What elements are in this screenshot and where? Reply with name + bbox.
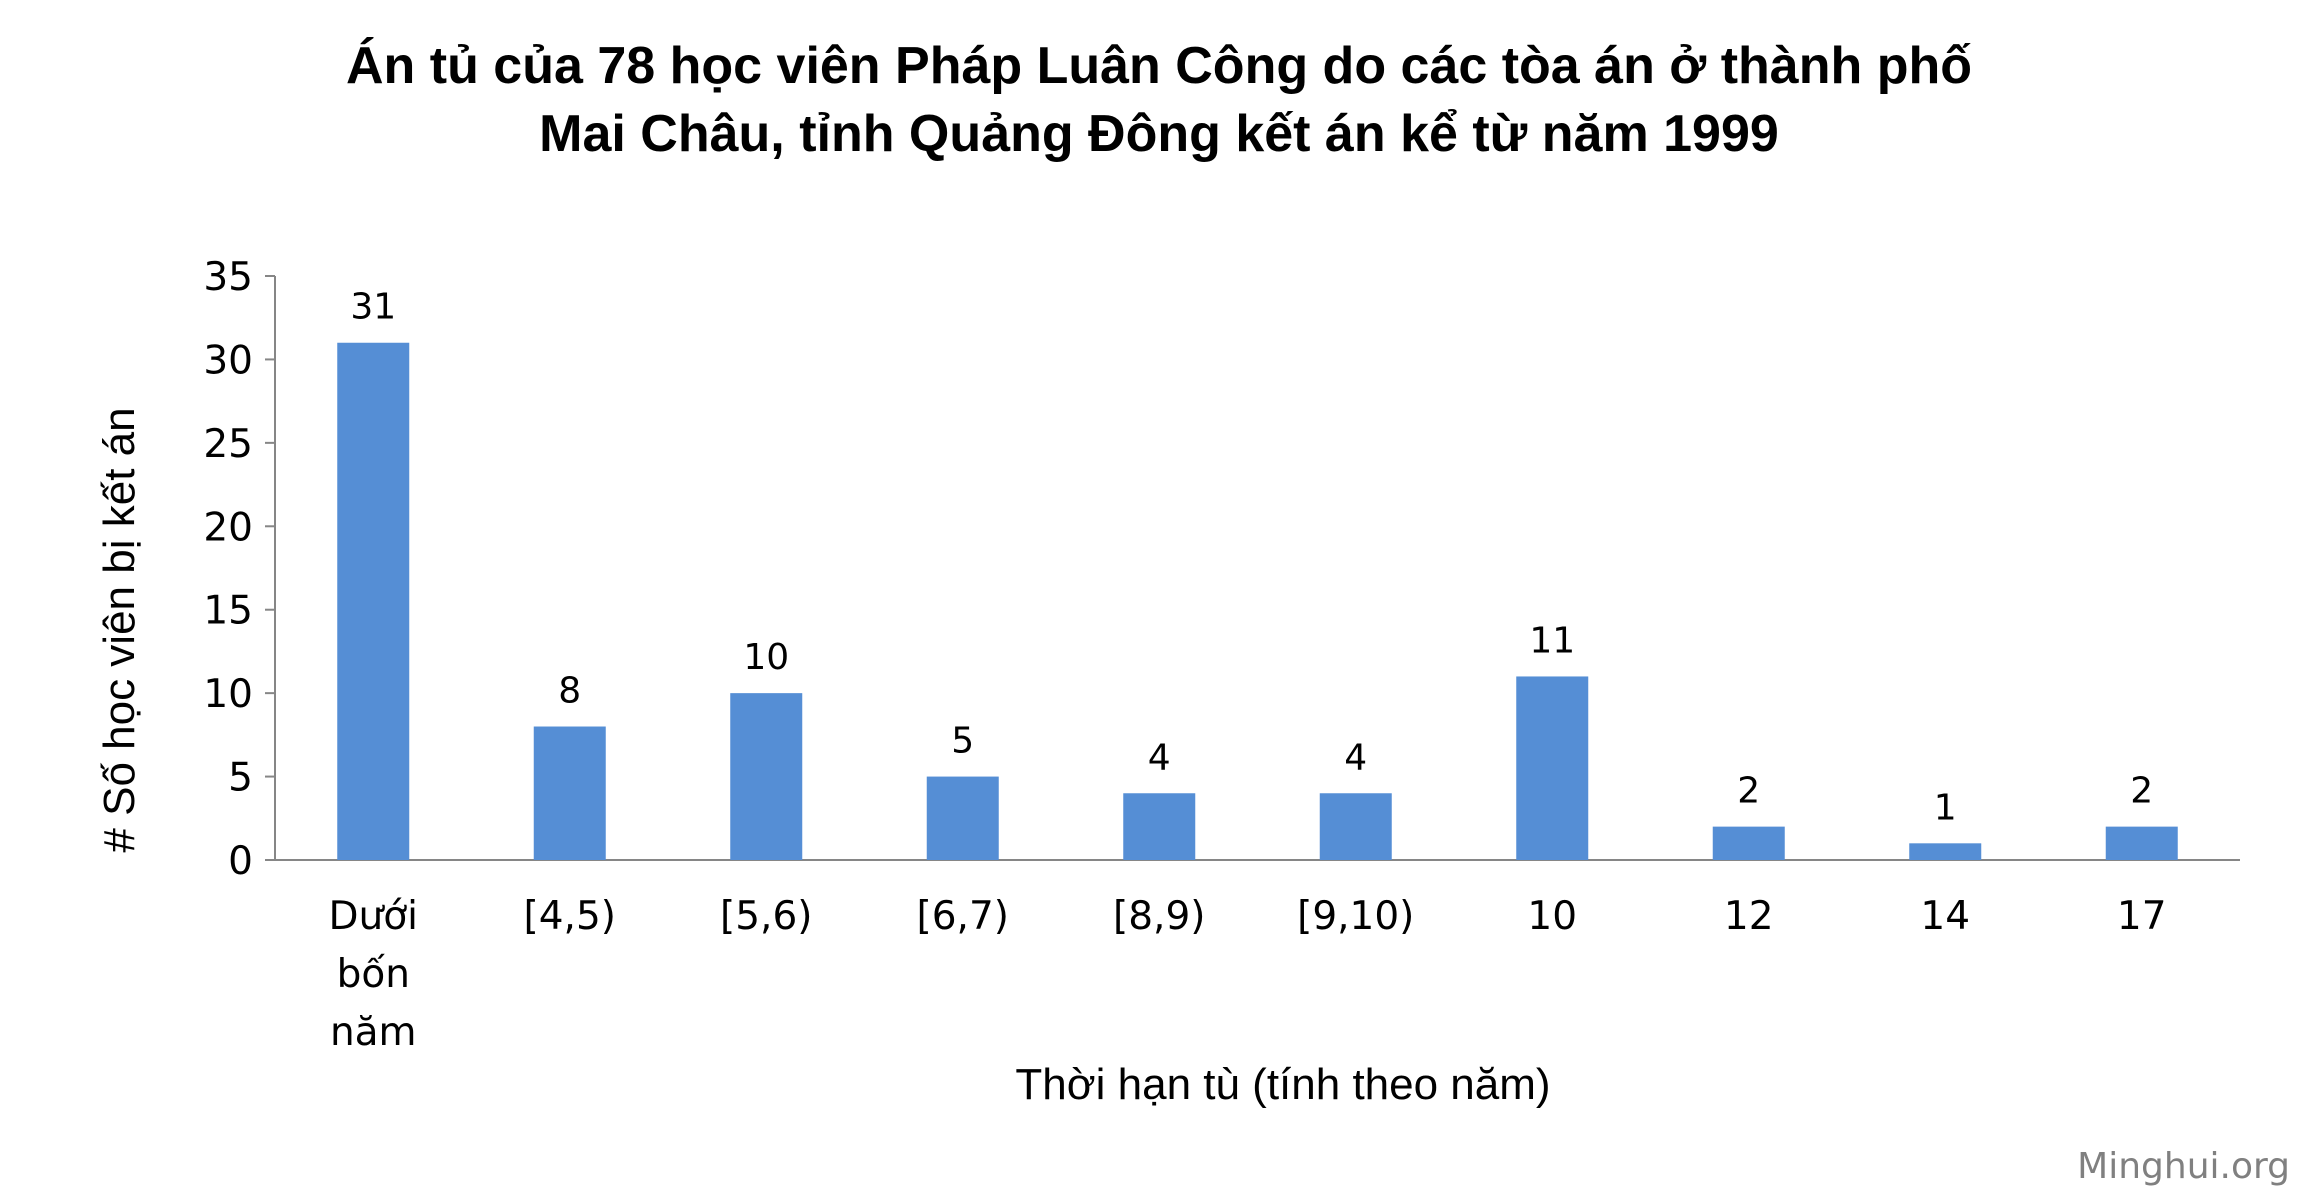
y-tick-label: 35	[203, 255, 253, 300]
bar	[1319, 793, 1392, 860]
y-tick-label: 5	[228, 756, 253, 801]
watermark: Minghui.org	[2077, 1146, 2290, 1187]
x-axis-label: Thời hạn tù (tính theo năm)	[1015, 1060, 1551, 1109]
data-label: 4	[1344, 737, 1367, 778]
y-tick-label: 10	[203, 672, 253, 717]
bar	[926, 776, 999, 860]
bar	[1712, 826, 1785, 860]
data-label: 31	[350, 287, 396, 328]
x-tick-label: 14	[1920, 894, 1970, 939]
data-label: 5	[951, 721, 974, 762]
data-label: 10	[743, 637, 789, 678]
bar	[730, 693, 803, 860]
x-tick-label: [4,5)	[524, 894, 616, 939]
bar	[1909, 843, 1982, 860]
x-tick-label: bốn	[337, 952, 410, 997]
x-tick-label: [9,10)	[1297, 894, 1414, 939]
y-tick-label: 30	[203, 338, 253, 383]
x-tick-label: [5,6)	[720, 894, 812, 939]
y-tick-label: 25	[203, 422, 253, 467]
data-label: 8	[558, 671, 581, 712]
data-label: 1	[1934, 787, 1957, 828]
bar	[1123, 793, 1196, 860]
y-tick-label: 0	[228, 839, 253, 884]
bar	[337, 342, 410, 860]
chart-title-line-2: Mai Châu, tỉnh Quảng Đông kết án kể từ n…	[539, 105, 1779, 163]
y-tick-label: 15	[203, 589, 253, 634]
x-tick-label: năm	[330, 1010, 417, 1055]
chart-title-line-1: Án tủ của 78 học viên Pháp Luân Công do …	[346, 37, 1972, 95]
x-tick-label: Dưới	[329, 894, 418, 939]
bar	[1516, 676, 1589, 860]
x-tick-label: 10	[1527, 894, 1577, 939]
x-tick-label: [6,7)	[917, 894, 1009, 939]
x-tick-label: 17	[2117, 894, 2167, 939]
data-label: 4	[1148, 737, 1171, 778]
bar	[2105, 826, 2178, 860]
data-label: 2	[2130, 771, 2153, 812]
bar	[533, 726, 606, 860]
data-label: 11	[1529, 620, 1575, 661]
data-label: 2	[1737, 771, 1760, 812]
y-tick-label: 20	[203, 505, 253, 550]
x-tick-label: [8,9)	[1113, 894, 1205, 939]
y-axis-label: # Số học viên bị kết án	[95, 407, 144, 853]
x-tick-label: 12	[1724, 894, 1774, 939]
